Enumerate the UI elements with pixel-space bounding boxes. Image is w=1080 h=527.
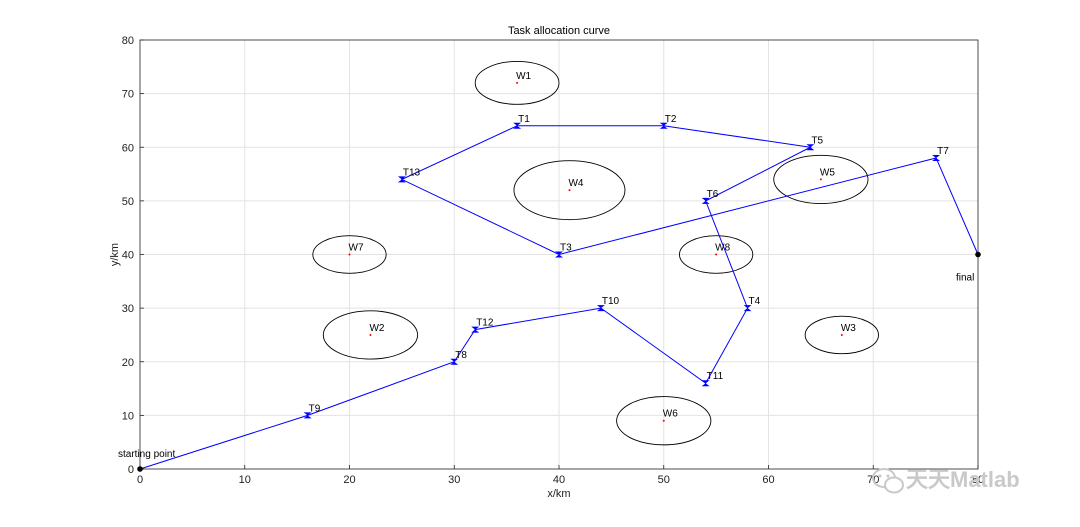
threat-circle — [804, 315, 879, 355]
task-point-label: T8 — [455, 350, 467, 361]
threat-label: W1 — [516, 71, 531, 82]
threat-circle — [312, 235, 387, 274]
task-point-marker — [659, 122, 668, 129]
wechat-logo-icon — [872, 468, 904, 494]
task-point-marker — [450, 358, 459, 365]
threat-center — [369, 333, 372, 336]
threat-center — [840, 333, 843, 336]
route-path — [137, 122, 981, 472]
threat-circle — [616, 396, 712, 446]
task-point-label: T9 — [309, 403, 321, 414]
threat-circle — [773, 154, 869, 205]
chart-title: Task allocation curve — [508, 25, 610, 37]
node-labels: starting point T9 T8 T12 T10 T11 T4 T6 T5 T2 T1 T13… — [118, 114, 974, 460]
threat-circle — [322, 310, 419, 360]
task-point-label: T5 — [811, 135, 823, 146]
task-point-marker — [513, 122, 522, 129]
y-tick-label: 20 — [122, 357, 134, 369]
task-point-marker — [596, 305, 605, 312]
task-point-label: T13 — [403, 167, 421, 178]
task-point-marker — [397, 176, 406, 183]
task-point-label: starting point — [118, 449, 175, 460]
task-point-label: T2 — [665, 114, 677, 125]
task-point-label: T4 — [749, 296, 761, 307]
watermark: 天天Matlab — [872, 467, 1020, 494]
task-point-marker — [303, 412, 312, 419]
task-point-label: T7 — [937, 146, 949, 157]
threat-label: W6 — [663, 409, 678, 420]
threat-label: W7 — [349, 243, 364, 254]
x-tick-label: 40 — [553, 474, 565, 486]
threat-center — [662, 419, 665, 422]
task-point-marker — [471, 326, 480, 333]
task-point-label: T6 — [707, 189, 719, 200]
x-tick-label: 60 — [762, 474, 774, 486]
y-tick-label: 10 — [122, 410, 134, 422]
threat-center — [715, 253, 718, 256]
task-point-label: final — [956, 273, 974, 284]
x-tick-label: 30 — [448, 474, 460, 486]
y-tick-label: 40 — [122, 250, 134, 262]
task-point-marker — [806, 144, 815, 151]
task-point-label: T1 — [518, 114, 530, 125]
y-tick-label: 70 — [122, 89, 134, 101]
threat-label: W8 — [715, 243, 730, 254]
x-axis-label: x/km — [547, 488, 570, 500]
task-point-marker — [743, 305, 752, 312]
threat-circle — [679, 235, 754, 274]
threat-center — [348, 253, 351, 256]
y-tick-label: 0 — [128, 464, 134, 476]
final-point-marker — [975, 251, 981, 258]
task-point-label: T12 — [476, 318, 494, 329]
x-tick-label: 50 — [658, 474, 670, 486]
threat-center — [516, 81, 519, 84]
task-point-marker — [701, 197, 710, 204]
task-point-marker — [701, 380, 710, 387]
threat-circle — [513, 160, 626, 221]
task-point-label: T10 — [602, 296, 620, 307]
threat-label: W2 — [369, 323, 384, 334]
x-tick-label: 80 — [972, 474, 984, 486]
threat-center — [819, 178, 822, 181]
x-tick-label: 20 — [343, 474, 355, 486]
threat-circle — [474, 61, 560, 105]
x-tick-label: 10 — [239, 474, 251, 486]
y-tick-label: 60 — [122, 142, 134, 154]
task-point-label: T3 — [560, 243, 572, 254]
task-point-label: T11 — [707, 371, 724, 382]
threat-label: W5 — [820, 167, 835, 178]
task-point-marker — [555, 251, 563, 258]
threat-label: W3 — [841, 323, 856, 334]
y-axis-label: y/km — [109, 243, 121, 266]
threat-zones: W1 W2 W3 W4 W5 W6 W7 W8 — [312, 61, 879, 446]
watermark-text: 天天Matlab — [906, 467, 1020, 492]
y-tick-label: 30 — [122, 303, 134, 315]
threat-center — [568, 189, 571, 192]
y-tick-label: 80 — [122, 35, 134, 47]
y-tick-label: 50 — [122, 196, 134, 208]
threat-label: W4 — [568, 178, 583, 189]
task-point-marker — [932, 154, 941, 161]
x-tick-label: 0 — [137, 474, 143, 486]
start-point-marker — [137, 466, 143, 472]
